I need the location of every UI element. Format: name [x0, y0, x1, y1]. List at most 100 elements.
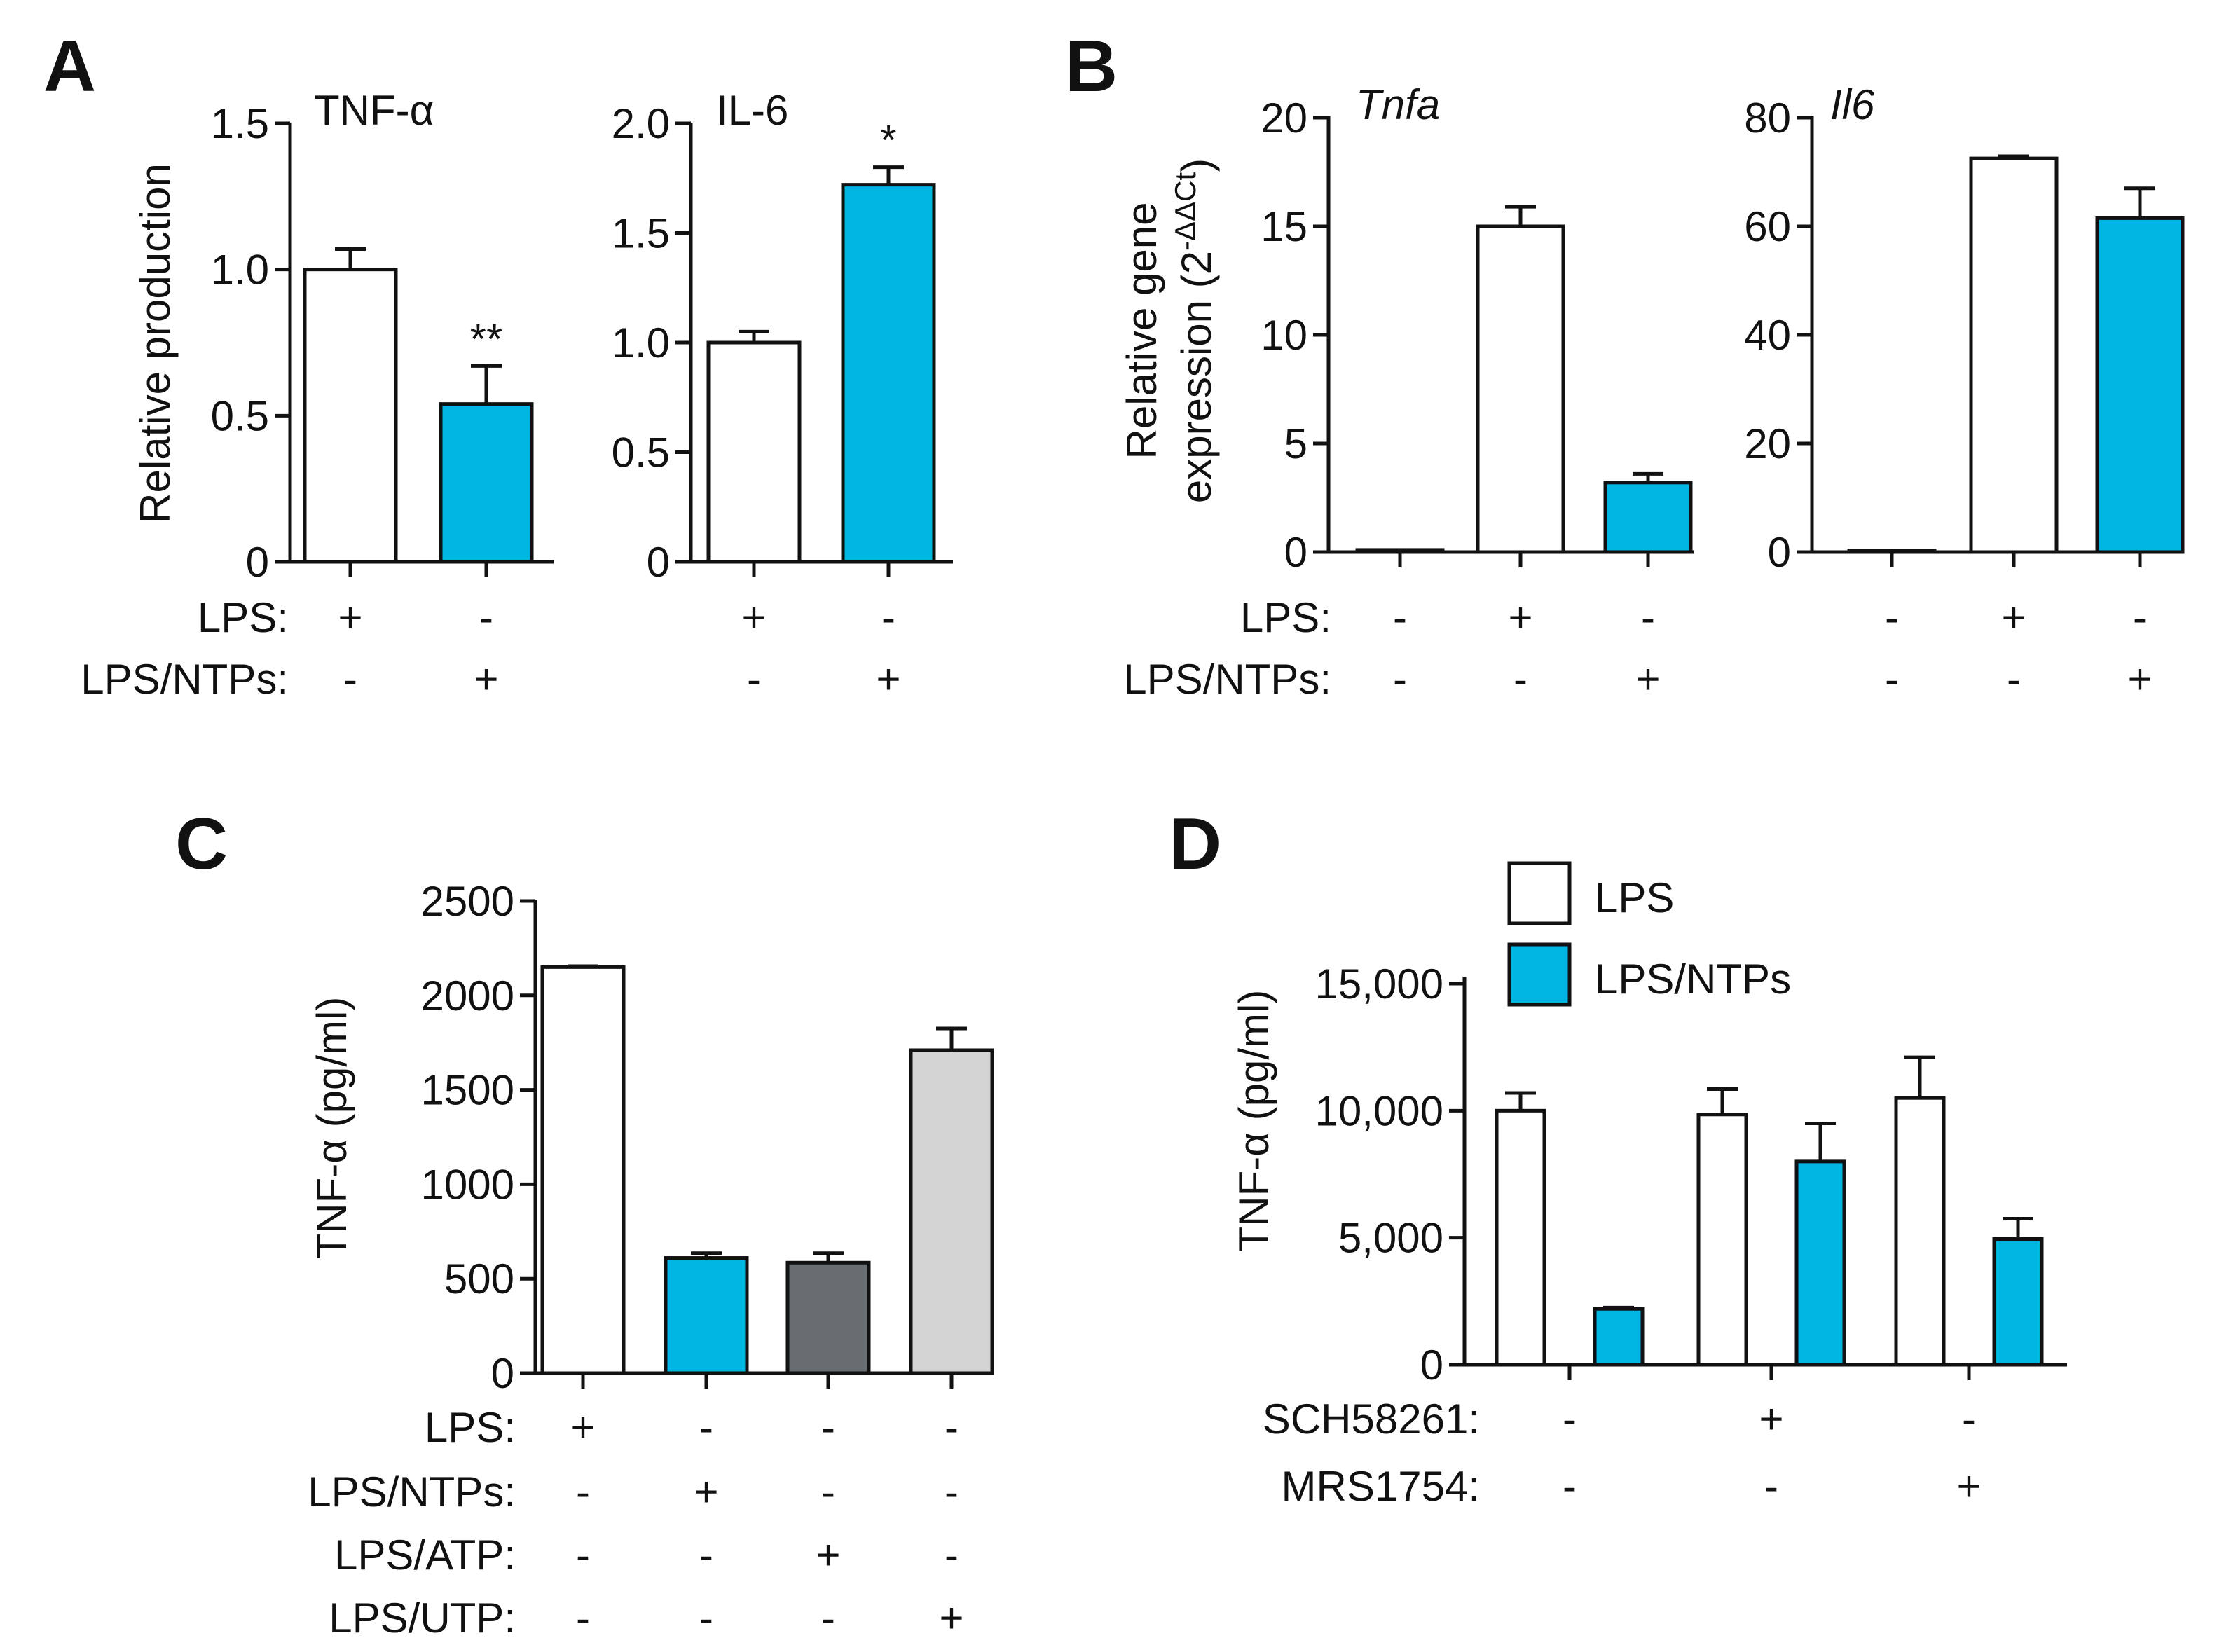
bar: [439, 402, 534, 564]
y-tick-label: 2500: [421, 878, 514, 925]
y-tick-label: 5,000: [1338, 1215, 1443, 1262]
bar: [1495, 1108, 1546, 1367]
condition-sign: -: [1885, 594, 1899, 641]
y-tick-label: 20: [1261, 95, 1307, 142]
chart-c-row-lpsutp-label: LPS/UTP:: [329, 1595, 516, 1641]
significance-marker: *: [880, 117, 896, 164]
bar: [1992, 1237, 2044, 1367]
bar: [1969, 156, 2059, 554]
chart-d-bars: [1495, 1055, 2044, 1380]
condition-sign: -: [821, 1468, 835, 1515]
chart-a1-bars: **: [303, 247, 534, 577]
condition-sign: -: [945, 1404, 959, 1451]
bar: [841, 183, 936, 564]
condition-sign: -: [576, 1468, 590, 1515]
y-tick-label: 0: [647, 539, 670, 586]
chart-b1-y-axis-label-line2: expression (2-ΔΔCt): [1169, 158, 1220, 503]
condition-sign: +: [2127, 656, 2152, 703]
condition-sign: -: [2007, 656, 2021, 703]
condition-sign: -: [1885, 656, 1899, 703]
y-tick-label: 0: [1420, 1342, 1443, 1389]
condition-sign: -: [699, 1404, 713, 1451]
condition-sign: -: [821, 1404, 835, 1451]
bar: [664, 1256, 749, 1375]
condition-sign: +: [2001, 594, 2026, 641]
condition-sign: -: [945, 1531, 959, 1578]
legend-swatch-lps: [1507, 861, 1572, 925]
legend-label-lps: LPS: [1595, 874, 1674, 921]
bar: [909, 1048, 994, 1375]
chart-c-y-ticks: 0 500 1000 1500 2000 2500: [421, 878, 535, 1397]
y-tick-label: 10: [1261, 312, 1307, 359]
y-tick-label: 1.5: [612, 210, 670, 257]
y-tick-label: 40: [1744, 312, 1791, 359]
chart-b2-title: Il6: [1830, 81, 1875, 128]
y-tick-label: 5: [1284, 420, 1307, 467]
panel-a-tnf-chart: A TNF-α Relative production 0 0.5 1.0 1.5 *…: [43, 26, 554, 703]
chart-a2-bars: *: [706, 117, 936, 577]
condition-sign: +: [1956, 1463, 1981, 1510]
condition-sign: -: [699, 1531, 713, 1578]
chart-a1-title: TNF-α: [314, 87, 434, 134]
condition-sign: -: [1393, 656, 1407, 703]
chart-b1-title: Tnfa: [1356, 81, 1440, 128]
condition-sign: -: [576, 1531, 590, 1578]
condition-sign: +: [694, 1468, 718, 1515]
condition-sign: -: [1393, 594, 1407, 641]
condition-sign: +: [1635, 656, 1660, 703]
condition-sign: -: [2133, 594, 2147, 641]
bar: [1603, 481, 1693, 554]
chart-c-condition-signs: + - - - - + - - - - + - - - - +: [570, 1404, 963, 1641]
y-tick-label: 0: [1284, 529, 1307, 576]
condition-sign: +: [570, 1404, 595, 1451]
significance-marker: **: [470, 315, 503, 362]
y-tick-label: 0: [1768, 529, 1791, 576]
condition-sign: +: [1508, 594, 1532, 641]
y-tick-label: 1.5: [211, 100, 269, 147]
condition-sign: -: [1641, 594, 1655, 641]
y-tick-label: 15,000: [1314, 961, 1443, 1007]
chart-c-row-lps-label: LPS:: [425, 1404, 516, 1451]
condition-sign: -: [479, 594, 493, 641]
condition-sign: -: [881, 594, 895, 641]
panel-c-label: C: [175, 804, 228, 885]
condition-sign: +: [338, 594, 362, 641]
condition-sign: +: [876, 656, 900, 703]
chart-b2-y-ticks: 0 20 40 60 80: [1744, 95, 1812, 576]
legend-swatch-lpsntps: [1507, 942, 1572, 1007]
condition-sign: +: [474, 656, 498, 703]
condition-sign: -: [945, 1468, 959, 1515]
panel-a-il6-chart: IL-6 0 0.5 1.0 1.5 2.0 * + - - +: [612, 87, 953, 703]
panel-b-tnfa-chart: B Tnfa Relative gene expression (2-ΔΔCt)…: [1065, 26, 1694, 703]
chart-a1-row-lpsntps-label: LPS/NTPs:: [81, 656, 289, 703]
panel-b-label: B: [1065, 26, 1118, 107]
y-tick-label: 1.0: [612, 319, 670, 366]
panel-c-chart: C TNF-α (pg/ml) 0 500 1000 1500 2000 2500 LPS…: [175, 804, 994, 1641]
y-tick-label: 2000: [421, 972, 514, 1019]
chart-c-bars: [540, 964, 994, 1389]
chart-b1-condition-signs: - + - - - +: [1393, 594, 1661, 703]
legend-label-lpsntps: LPS/NTPs: [1595, 956, 1791, 1003]
bar: [540, 965, 626, 1375]
bar: [1894, 1096, 1946, 1367]
panel-b-il6-chart: Il6 0 20 40 60 80 - + - - - +: [1744, 81, 2185, 703]
panel-a-label: A: [43, 26, 96, 107]
condition-sign: +: [816, 1531, 840, 1578]
chart-a1-row-lps-label: LPS:: [198, 594, 289, 641]
y-tick-label: 2.0: [612, 100, 670, 147]
condition-sign: -: [1563, 1396, 1577, 1443]
y-tick-label: 1.0: [211, 247, 269, 294]
condition-sign: +: [939, 1595, 963, 1641]
bar: [303, 268, 398, 564]
y-tick-label: 10,000: [1314, 1087, 1443, 1134]
chart-a1-y-axis-label: Relative production: [132, 163, 179, 523]
bar: [2095, 216, 2185, 554]
chart-b1-row-lps-label: LPS:: [1240, 594, 1331, 641]
y-tick-label: 80: [1744, 95, 1791, 142]
chart-a2-title: IL-6: [716, 87, 788, 134]
chart-d-y-axis-label: TNF-α (pg/ml): [1230, 990, 1277, 1253]
panel-d-chart: D TNF-α (pg/ml) 0 5,000 10,000 15,000 LPS L…: [1169, 804, 2067, 1510]
chart-b2-condition-signs: - + - - - +: [1885, 594, 2153, 703]
condition-sign: +: [1759, 1396, 1783, 1443]
